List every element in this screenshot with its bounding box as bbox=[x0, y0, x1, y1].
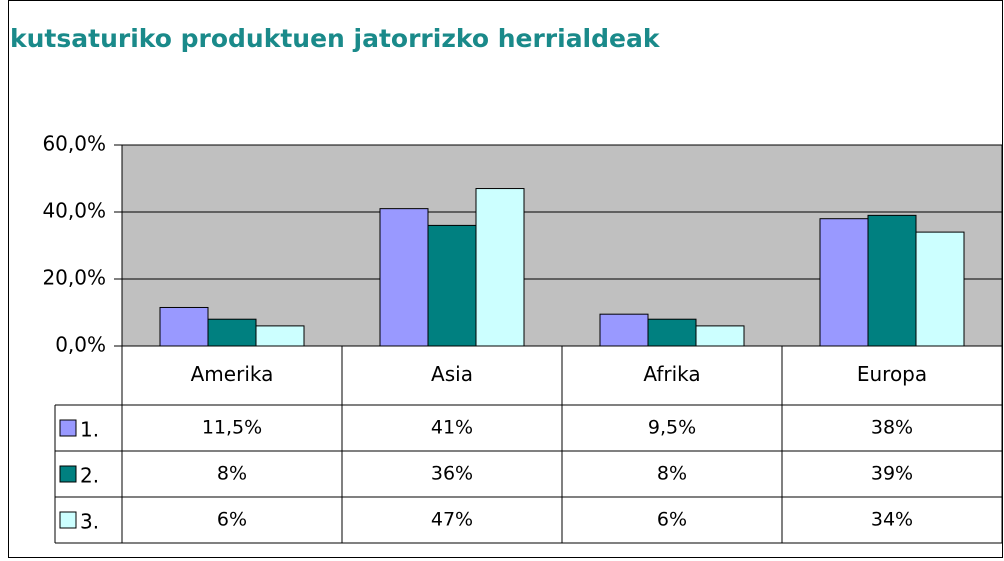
bar bbox=[915, 231, 965, 347]
bar bbox=[159, 306, 209, 347]
legend-label: 3. bbox=[80, 510, 99, 534]
bar bbox=[427, 224, 477, 347]
y-tick-label: 20,0% bbox=[42, 266, 106, 290]
table-value: 8% bbox=[657, 463, 687, 485]
chart-title: kutsaturiko produktuen jatorrizko herria… bbox=[10, 24, 661, 53]
legend-swatch bbox=[59, 511, 77, 529]
legend-label: 2. bbox=[80, 464, 99, 488]
legend-swatch bbox=[59, 419, 77, 437]
legend-label: 1. bbox=[80, 418, 99, 442]
bar bbox=[207, 318, 257, 347]
x-tick-label: Amerika bbox=[191, 362, 274, 386]
x-tick-label: Europa bbox=[857, 362, 927, 386]
bar bbox=[475, 188, 525, 347]
table-value: 39% bbox=[871, 463, 913, 485]
table-value: 9,5% bbox=[648, 417, 696, 439]
x-tick-label: Afrika bbox=[643, 362, 700, 386]
y-tick-label: 0,0% bbox=[55, 333, 106, 357]
x-tick-label: Asia bbox=[431, 362, 473, 386]
table-value: 6% bbox=[217, 509, 247, 531]
bar bbox=[867, 214, 917, 347]
table-value: 36% bbox=[431, 463, 473, 485]
bar bbox=[695, 325, 745, 347]
bar bbox=[255, 325, 305, 347]
table-value: 6% bbox=[657, 509, 687, 531]
bar bbox=[599, 313, 649, 347]
bar bbox=[647, 318, 697, 347]
y-tick-label: 60,0% bbox=[42, 132, 106, 156]
bar bbox=[379, 208, 429, 347]
legend-swatch bbox=[59, 465, 77, 483]
table-value: 8% bbox=[217, 463, 247, 485]
table-value: 47% bbox=[431, 509, 473, 531]
table-value: 38% bbox=[871, 417, 913, 439]
bar bbox=[819, 218, 869, 347]
y-tick-label: 40,0% bbox=[42, 199, 106, 223]
table-value: 11,5% bbox=[202, 417, 262, 439]
table-value: 34% bbox=[871, 509, 913, 531]
table-value: 41% bbox=[431, 417, 473, 439]
